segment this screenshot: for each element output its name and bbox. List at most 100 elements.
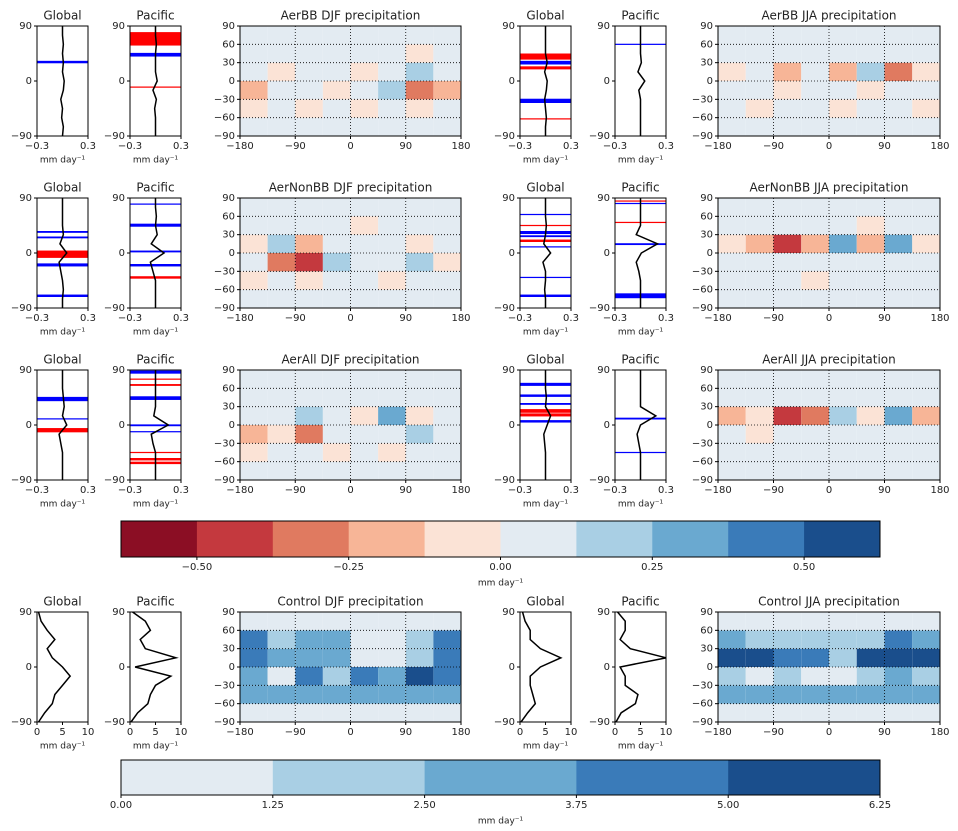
x-tick-label: −180 (704, 727, 731, 738)
map-cell (801, 703, 829, 722)
y-tick-label: −90 (494, 131, 515, 142)
map-cell (718, 271, 746, 290)
map-cell (773, 667, 802, 686)
x-tick-label: 0.3 (658, 141, 674, 152)
map-cell (322, 461, 351, 480)
map-cell (240, 685, 268, 704)
y-tick-label: 90 (700, 21, 713, 32)
y-tick-label: 0 (604, 76, 610, 87)
map-cell (378, 630, 406, 649)
map-cell (745, 234, 774, 253)
y-tick-label: 90 (502, 607, 515, 618)
y-tick-label: 90 (222, 365, 235, 376)
y-tick-label: −90 (11, 717, 32, 728)
y-tick-label: 0 (26, 420, 32, 431)
map-cell (295, 388, 323, 407)
x-axis-label: mm day⁻¹ (618, 156, 664, 166)
map-cell (322, 99, 351, 118)
map-cell (884, 216, 913, 235)
map-cell (322, 443, 351, 462)
map-cell (884, 667, 913, 686)
map-cell (240, 26, 268, 45)
map-cell (745, 253, 774, 272)
y-tick-label: −90 (104, 131, 125, 142)
significance-band (37, 60, 88, 64)
map-cell (718, 216, 746, 235)
y-tick-label: −90 (104, 475, 125, 486)
map-cell (295, 667, 323, 686)
map-cell (322, 685, 351, 704)
x-tick-label: 10 (660, 727, 673, 738)
x-tick-label: 1.25 (262, 800, 284, 811)
map-cell (912, 703, 940, 722)
map-cell (912, 216, 940, 235)
map-cell (240, 289, 268, 308)
map-cell (405, 630, 434, 649)
x-tick-label: 0 (826, 727, 832, 738)
map-cell (295, 117, 323, 136)
map-cell (829, 630, 857, 649)
significance-band (520, 420, 571, 423)
map-cell (295, 648, 323, 667)
x-tick-label: 0.3 (563, 485, 579, 496)
y-tick-label: 90 (597, 365, 610, 376)
map-cell (912, 630, 940, 649)
colorbar-label: mm day⁻¹ (478, 579, 524, 589)
map-cell (884, 271, 913, 290)
map-cell (718, 685, 746, 704)
significance-band (130, 250, 181, 253)
x-tick-label: 90 (399, 313, 412, 324)
map-cell (322, 406, 351, 425)
map-cell (773, 99, 802, 118)
map-cell (829, 117, 857, 136)
map-cell (856, 271, 885, 290)
map-cell (829, 406, 857, 425)
map-cell (350, 425, 379, 444)
map-cell (267, 648, 296, 667)
panel-title: Global (43, 353, 81, 367)
y-tick-label: −30 (214, 438, 235, 449)
map-cell (884, 234, 913, 253)
map-cell (350, 62, 379, 81)
map-cell (801, 44, 829, 63)
panel-title: Pacific (136, 595, 174, 609)
x-tick-label: 5 (637, 727, 643, 738)
map-cell (801, 198, 829, 217)
x-tick-label: 0 (517, 727, 523, 738)
map-cell (433, 99, 461, 118)
x-tick-label: 180 (930, 727, 949, 738)
map-cell (773, 234, 802, 253)
y-tick-label: 90 (19, 21, 32, 32)
x-tick-label: 0.3 (173, 313, 189, 324)
map-cell (240, 703, 268, 722)
x-tick-label: −90 (763, 141, 784, 152)
y-tick-label: 90 (112, 21, 125, 32)
map-cell (884, 630, 913, 649)
map-cell (240, 461, 268, 480)
map-cell (856, 630, 885, 649)
map-cell (267, 461, 296, 480)
y-tick-label: 0 (707, 662, 713, 673)
map-cell (295, 703, 323, 722)
profile-line (37, 611, 72, 723)
panel-title: Global (526, 353, 564, 367)
x-tick-label: −0.25 (333, 562, 364, 573)
map-cell (378, 461, 406, 480)
map-cell (718, 461, 746, 480)
y-tick-label: 90 (222, 21, 235, 32)
map-cell (295, 685, 323, 704)
y-tick-label: 60 (222, 383, 235, 394)
colorbar-swatch (576, 760, 729, 795)
x-tick-label: 90 (399, 727, 412, 738)
x-tick-label: 90 (878, 141, 891, 152)
y-tick-label: −90 (692, 475, 713, 486)
y-tick-label: 30 (700, 230, 713, 241)
profile-line (152, 26, 158, 136)
map-cell (773, 370, 802, 389)
map-cell (405, 425, 434, 444)
y-tick-label: −60 (692, 699, 713, 710)
y-tick-label: −30 (692, 680, 713, 691)
x-tick-label: 0 (347, 485, 353, 496)
y-tick-label: 0 (509, 662, 515, 673)
x-tick-label: −90 (285, 727, 306, 738)
